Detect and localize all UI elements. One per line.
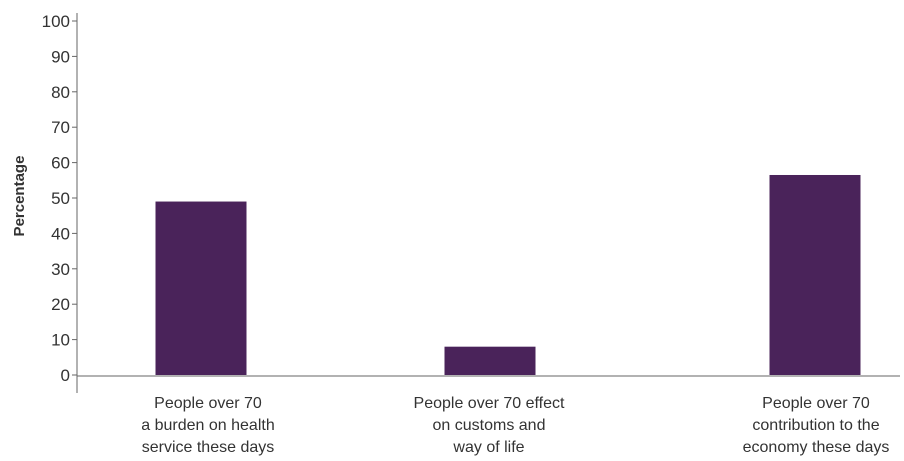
category-label-line: People over 70 effect [414, 395, 565, 412]
y-tick-label: 10 [51, 331, 70, 350]
category-label-line: a burden on health [141, 417, 274, 434]
category-label-line: contribution to the [752, 417, 879, 434]
y-tick-label: 100 [42, 12, 70, 31]
y-tick-label: 30 [51, 260, 70, 279]
y-tick-label: 20 [51, 295, 70, 314]
category-label: People over 70 effect on customs and way o… [414, 395, 565, 456]
bar [769, 174, 861, 375]
y-tick-label: 50 [51, 189, 70, 208]
bars [155, 174, 861, 375]
y-tick-label: 60 [51, 154, 70, 173]
category-label-line: People over 70 [154, 395, 262, 412]
y-axis-title: Percentage [11, 156, 28, 237]
y-tick-label: 40 [51, 224, 70, 243]
y-tick-label: 80 [51, 83, 70, 102]
category-label-line: on customs and [433, 417, 546, 434]
y-tick-label: 70 [51, 118, 70, 137]
category-label: People over 70 a burden on health service … [141, 395, 274, 456]
category-label-line: way of life [452, 439, 524, 456]
category-label-line: People over 70 [762, 395, 870, 412]
y-tick-label: 90 [51, 47, 70, 66]
y-tick-label: 0 [61, 366, 70, 385]
bar [155, 201, 247, 375]
category-label: People over 70 contribution to the economy… [743, 395, 890, 456]
y-axis: 0 10 20 30 40 50 60 70 80 90 100 [42, 12, 78, 393]
category-label-line: service these days [142, 439, 275, 456]
category-label-line: economy these days [743, 439, 890, 456]
x-axis: People over 70 a burden on health service … [77, 375, 900, 456]
bar [444, 346, 536, 375]
